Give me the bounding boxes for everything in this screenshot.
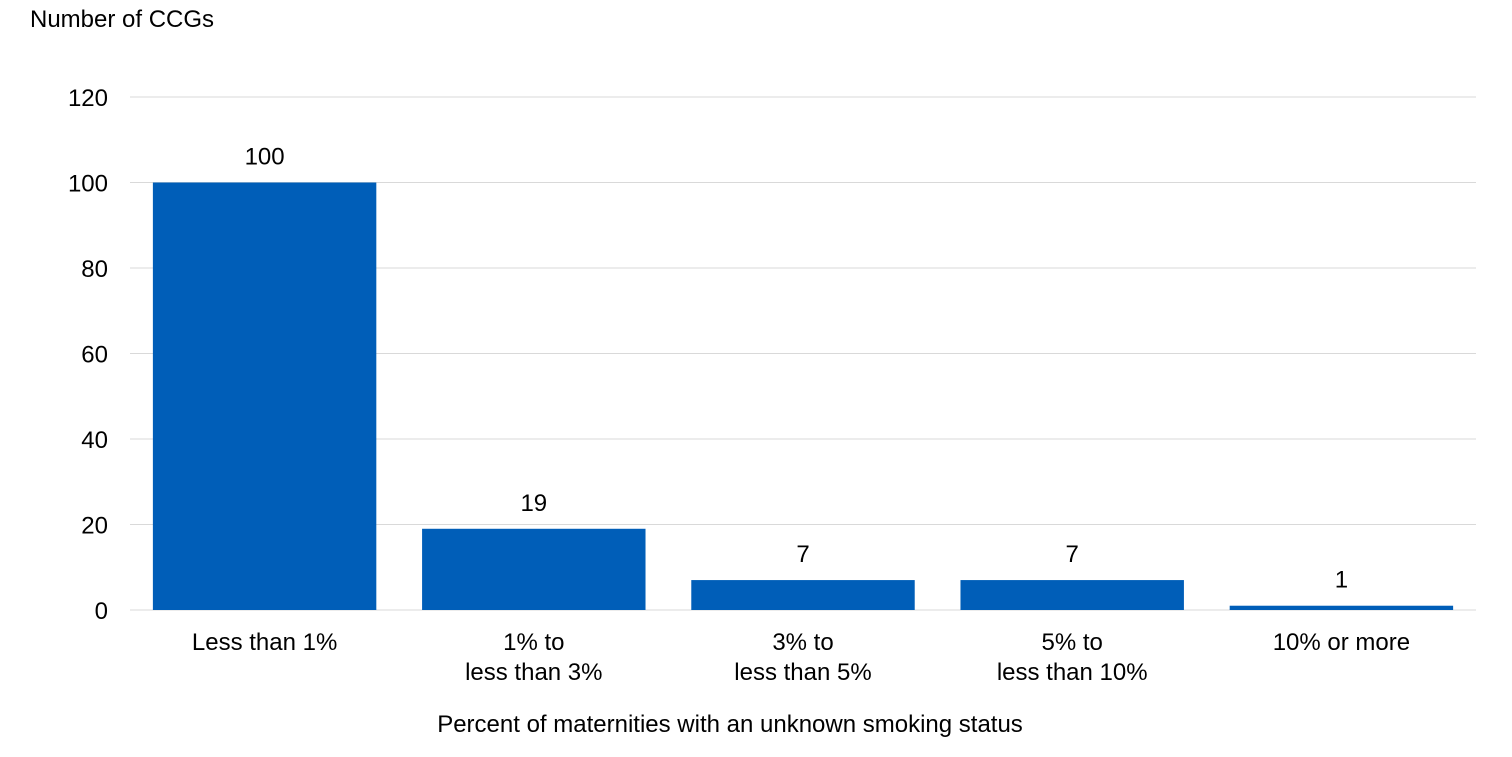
y-tick-label: 20 (81, 513, 108, 540)
data-label: 7 (796, 541, 809, 568)
x-axis-title: Percent of maternities with an unknown s… (437, 711, 1023, 738)
x-tick-label: 1% to less than 3% (465, 629, 602, 686)
bar (691, 580, 915, 610)
x-tick-label: 10% or more (1273, 629, 1410, 656)
data-labels: 100 19 7 7 1 (245, 144, 1349, 594)
bar (152, 182, 377, 610)
bar (422, 528, 646, 610)
y-axis-ticks: 0 20 40 60 80 100 120 (68, 85, 108, 625)
data-label: 7 (1066, 541, 1079, 568)
data-label: 1 (1335, 567, 1348, 594)
y-tick-label: 100 (68, 171, 108, 198)
bar (960, 580, 1184, 610)
y-axis-title: Number of CCGs (30, 6, 215, 33)
x-tick-label: 5% to less than 10% (997, 629, 1148, 686)
y-tick-label: 60 (81, 342, 108, 369)
data-label: 100 (245, 144, 285, 171)
bars (152, 182, 1454, 610)
x-axis-ticks: Less than 1% 1% to less than 3% 3% to less t… (192, 629, 1410, 686)
x-tick-label: 3% to less than 5% (734, 629, 871, 686)
bar (1229, 605, 1454, 610)
x-tick-label: Less than 1% (192, 629, 337, 656)
y-tick-label: 80 (81, 256, 108, 283)
y-tick-label: 40 (81, 427, 108, 454)
y-tick-label: 0 (95, 598, 108, 625)
y-tick-label: 120 (68, 85, 108, 112)
data-label: 19 (520, 490, 547, 517)
